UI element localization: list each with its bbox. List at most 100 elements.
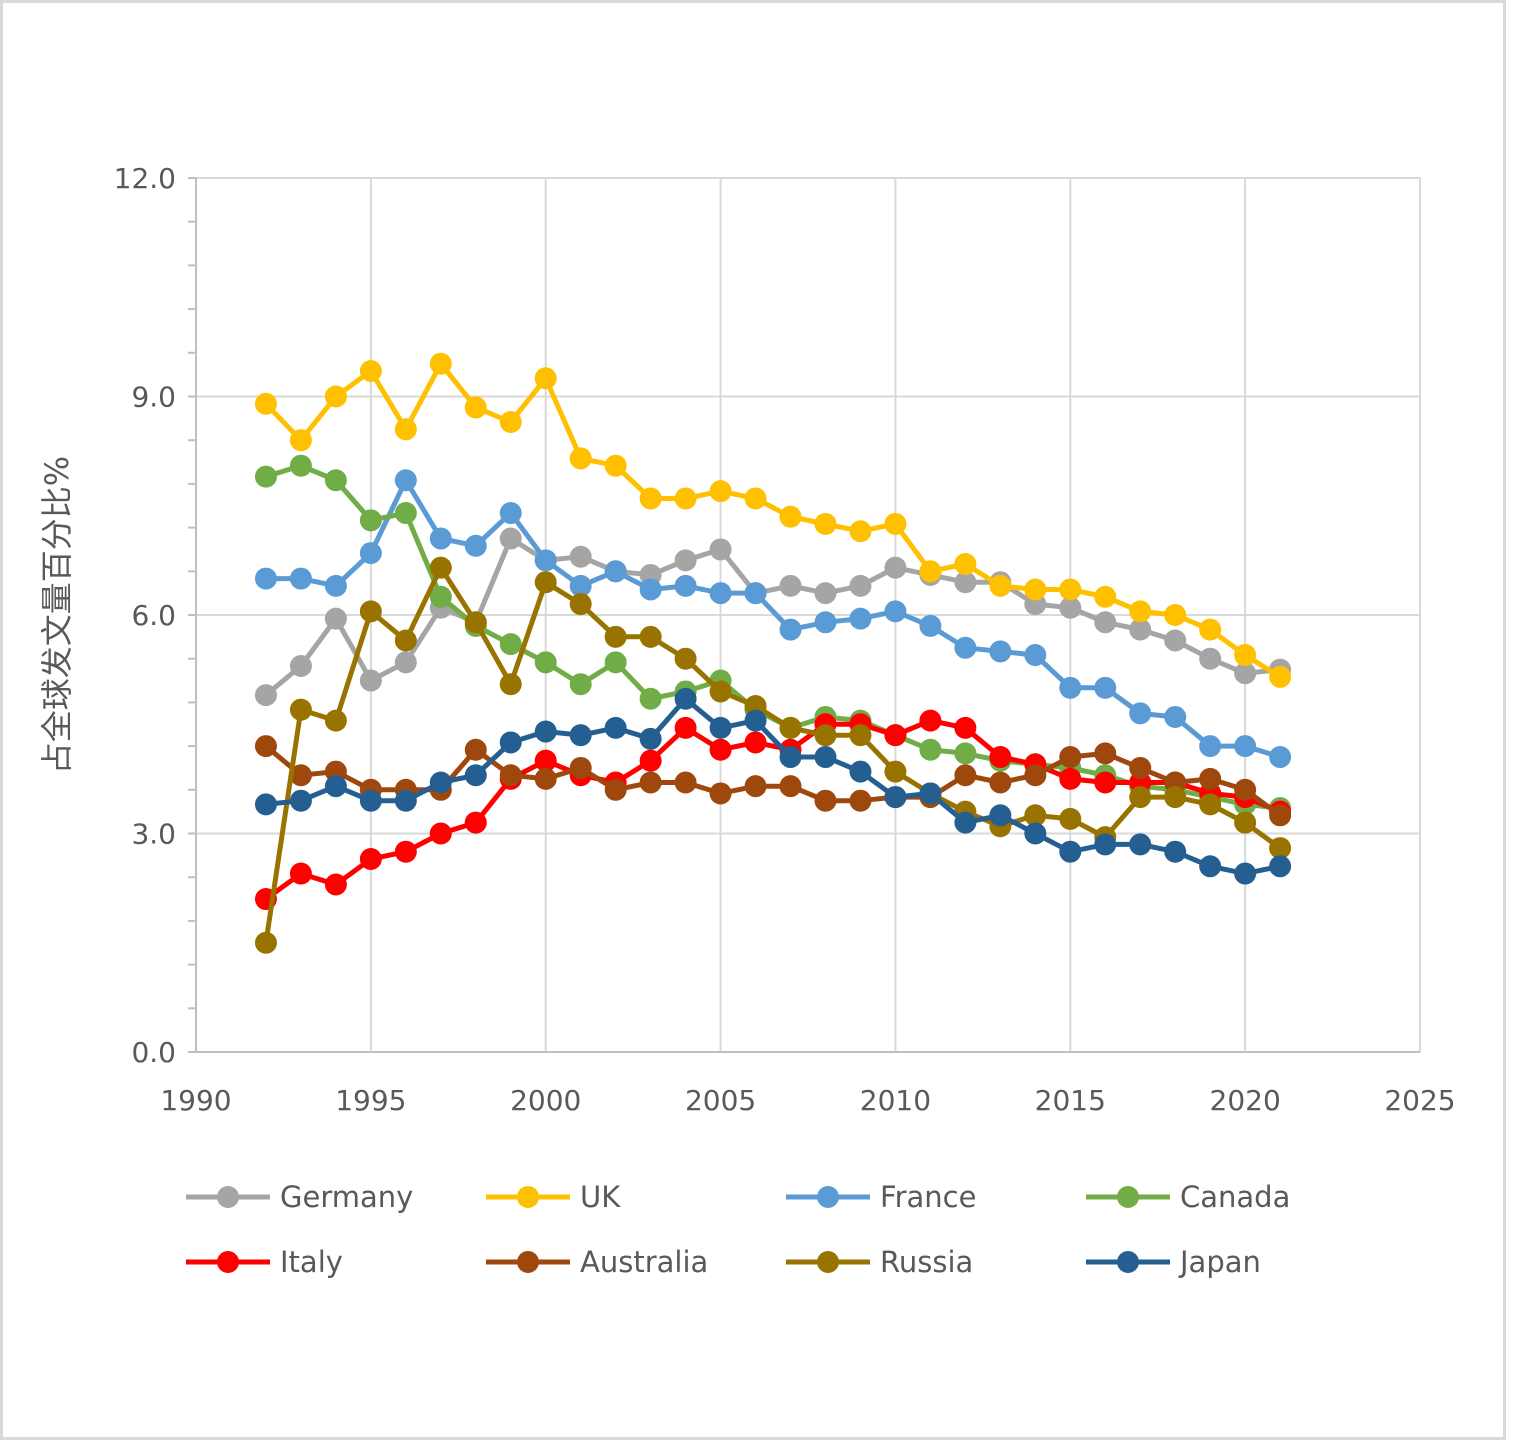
france-point: [534, 549, 557, 572]
uk-point: [744, 487, 767, 510]
italy-point: [639, 749, 662, 772]
germany-point: [1199, 647, 1222, 670]
japan-point: [499, 731, 522, 754]
legend-swatch-marker: [217, 1251, 239, 1273]
france-point: [919, 614, 942, 637]
canada-point: [534, 651, 557, 674]
legend-label: Russia: [880, 1245, 973, 1279]
canada-point: [429, 585, 452, 608]
germany-point: [884, 556, 907, 579]
japan-point: [1199, 855, 1222, 878]
italy-point: [709, 738, 732, 761]
uk-point: [1059, 578, 1082, 601]
series-plot-area: [254, 352, 1292, 954]
canada-point: [324, 469, 347, 492]
australia-point: [499, 764, 522, 787]
france-point: [464, 534, 487, 557]
russia-point: [569, 593, 592, 616]
canada-point: [359, 509, 382, 532]
legend-swatch-marker: [1117, 1251, 1139, 1273]
uk-point: [604, 454, 627, 477]
x-tick-label: 2005: [685, 1084, 756, 1117]
canada-point: [954, 742, 977, 765]
japan-point: [289, 789, 312, 812]
france-point: [814, 611, 837, 634]
russia-point: [464, 611, 487, 634]
russia-point: [814, 724, 837, 747]
legend-swatch-marker: [517, 1186, 539, 1208]
germany-point: [674, 549, 697, 572]
france-point: [1059, 676, 1082, 699]
russia-point: [1199, 793, 1222, 816]
legend-swatch-marker: [817, 1251, 839, 1273]
japan-point: [1164, 840, 1187, 863]
uk-point: [499, 410, 522, 433]
legend-item-france: France: [786, 1180, 976, 1214]
germany-point: [1094, 611, 1117, 634]
australia-point: [1059, 746, 1082, 769]
japan-point: [884, 786, 907, 809]
australia-point: [709, 782, 732, 805]
uk-point: [289, 429, 312, 452]
uk-point: [954, 553, 977, 576]
x-tick-label: 1990: [160, 1084, 231, 1117]
germany-point: [709, 538, 732, 561]
canada-point: [254, 465, 277, 488]
japan-point: [1269, 855, 1292, 878]
x-tick-label: 1995: [335, 1084, 406, 1117]
x-tick-label: 2025: [1384, 1084, 1455, 1117]
russia-point: [1234, 811, 1257, 834]
germany-point: [1059, 596, 1082, 619]
australia-point: [814, 789, 837, 812]
japan-point: [919, 782, 942, 805]
x-tick-label: 2020: [1210, 1084, 1281, 1117]
russia-line: [263, 565, 1282, 944]
australia-point: [989, 771, 1012, 794]
canada-point: [569, 673, 592, 696]
germany-point: [849, 574, 872, 597]
australia-point: [254, 735, 277, 758]
france-point: [604, 560, 627, 583]
legend-item-japan: Japan: [1086, 1245, 1261, 1279]
japan-point: [674, 687, 697, 710]
uk-point: [429, 352, 452, 375]
russia-point: [884, 760, 907, 783]
australia-point: [1094, 742, 1117, 765]
australia-point: [464, 738, 487, 761]
legend-swatch-marker: [1117, 1186, 1139, 1208]
france-point: [954, 636, 977, 659]
italy-point: [464, 811, 487, 834]
uk-point: [884, 512, 907, 535]
france-point: [1269, 746, 1292, 769]
uk-point: [359, 360, 382, 383]
japan-point: [814, 746, 837, 769]
germany-point: [954, 571, 977, 594]
series-france: [254, 469, 1292, 769]
france-point: [254, 567, 277, 590]
y-tick-label: 12.0: [114, 162, 176, 195]
uk-point: [1094, 585, 1117, 608]
germany-point: [499, 527, 522, 550]
japan-point: [1094, 833, 1117, 856]
legend-item-australia: Australia: [486, 1245, 708, 1279]
legend-label: Japan: [1178, 1245, 1261, 1279]
germany-point: [359, 669, 382, 692]
france-point: [1234, 735, 1257, 758]
canada-point: [499, 633, 522, 656]
grid-lines: [196, 177, 1421, 1052]
legend-item-italy: Italy: [186, 1245, 343, 1279]
italy-point: [289, 862, 312, 885]
germany-point: [324, 607, 347, 630]
france-point: [1094, 676, 1117, 699]
japan-point: [429, 771, 452, 794]
italy-point: [919, 709, 942, 732]
france-point: [1024, 644, 1047, 667]
japan-point: [254, 793, 277, 816]
japan-point: [464, 764, 487, 787]
uk-point: [1269, 665, 1292, 688]
russia-point: [324, 709, 347, 732]
france-point: [989, 640, 1012, 663]
italy-point: [534, 749, 557, 772]
russia-point: [1164, 786, 1187, 809]
